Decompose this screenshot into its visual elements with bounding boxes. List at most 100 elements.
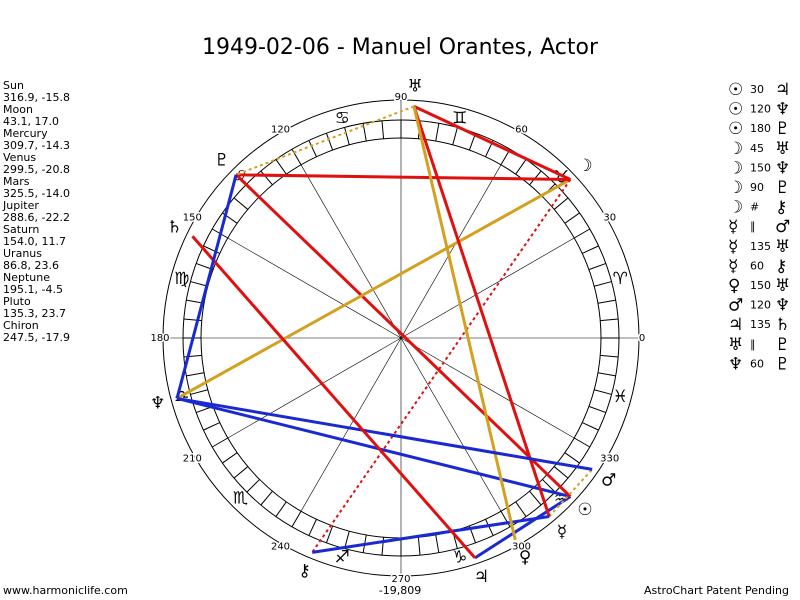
planet-longitude: 316.9 <box>3 91 35 104</box>
degree-label: 300 <box>512 542 531 553</box>
separator: , <box>35 187 42 200</box>
aspect-from: ☉ <box>728 119 743 139</box>
ring-tick <box>485 519 494 536</box>
ring-tick <box>344 531 350 549</box>
ring-tick <box>260 170 273 186</box>
planet-coords: 43.1, 17.0 <box>3 115 59 128</box>
ring-tick <box>190 281 208 287</box>
aspect-line <box>235 173 572 498</box>
planet-glyph: ♃ <box>474 567 489 587</box>
aspect-line <box>548 468 593 518</box>
aspect-type: 60 <box>750 259 764 272</box>
ring-tick <box>452 127 458 145</box>
separator: , <box>35 235 42 248</box>
aspect-to: ♆ <box>775 100 790 120</box>
planet-coords: 195.1, -4.5 <box>3 283 63 296</box>
ring-tick <box>500 510 511 528</box>
degree-label: 150 <box>183 213 202 224</box>
separator: , <box>35 211 42 224</box>
ring-tick <box>233 466 249 479</box>
ring-tick <box>542 479 556 493</box>
aspect-to: ⚷ <box>775 198 787 218</box>
ring-tick <box>381 120 385 139</box>
ring-tick <box>597 299 616 304</box>
separator: , <box>28 115 35 128</box>
planet-coords: 309.7, -14.3 <box>3 139 70 152</box>
ring-tick <box>417 537 421 556</box>
planet-declination: -17.9 <box>42 331 70 344</box>
zodiac-sign: ♐ <box>335 547 350 567</box>
planet-glyph: ♆ <box>150 394 165 414</box>
degree-label: 60 <box>515 124 528 135</box>
separator: , <box>35 139 42 152</box>
ring-tick <box>260 490 273 506</box>
planet-name: Moon <box>3 103 33 116</box>
degree-label: 330 <box>600 454 619 465</box>
ring-tick <box>381 537 385 556</box>
planet-name: Saturn <box>3 223 39 236</box>
aspect-type: 135 <box>750 240 771 253</box>
aspect-line <box>412 105 551 517</box>
planet-longitude: 135.3 <box>3 307 35 320</box>
ring-tick <box>564 452 580 464</box>
chart-title: 1949-02-06 - Manuel Orantes, Actor <box>202 35 599 60</box>
footer-right: AstroChart Patent Pending <box>644 584 789 597</box>
aspect-type: 135 <box>750 318 771 331</box>
aspect-line <box>235 105 415 176</box>
degree-label: 180 <box>150 333 169 344</box>
ring-tick <box>275 501 287 517</box>
planet-coords: 86.8, 23.6 <box>3 259 59 272</box>
ring-tick <box>186 372 205 377</box>
ring-tick <box>233 197 249 210</box>
ring-tick <box>190 389 208 395</box>
planet-name: Sun <box>3 79 24 92</box>
aspect-from: ☽ <box>728 158 743 178</box>
planet-coords: 316.9, -15.8 <box>3 91 70 104</box>
separator: , <box>35 283 42 296</box>
planet-declination: 23.7 <box>42 307 67 320</box>
aspect-from: ☉ <box>728 100 743 120</box>
ring-tick <box>515 501 527 517</box>
ring-tick <box>564 212 580 224</box>
zodiac-sign: ♑ <box>452 547 467 567</box>
aspect-to: ♅ <box>775 237 790 257</box>
ring-tick <box>291 510 302 528</box>
aspect-from: ☿ <box>728 217 738 237</box>
planet-longitude: 195.1 <box>3 283 35 296</box>
ring-tick <box>515 159 527 175</box>
planet-longitude: 247.5 <box>3 331 35 344</box>
aspect-type: 60 <box>750 357 764 370</box>
aspect-line <box>191 235 477 559</box>
aspect-line <box>236 173 571 181</box>
planet-declination: 23.6 <box>35 259 60 272</box>
planet-declination: -4.5 <box>42 283 63 296</box>
ring-tick <box>308 519 317 536</box>
aspect-type: 45 <box>750 142 764 155</box>
ring-tick <box>600 318 619 322</box>
ring-tick <box>588 405 607 414</box>
separator: , <box>35 91 42 104</box>
aspect-type: ∥ <box>750 338 756 351</box>
ring-tick <box>246 479 260 493</box>
planet-name: Mercury <box>3 127 48 140</box>
aspect-to: ♆ <box>775 158 790 178</box>
ring-tick <box>211 437 229 448</box>
separator: , <box>35 163 42 176</box>
aspect-to: ♇ <box>775 335 790 355</box>
ring-tick <box>588 262 607 271</box>
aspect-line <box>413 105 572 181</box>
planet-longitude: 299.5 <box>3 163 35 176</box>
planet-coords: 325.5, -14.0 <box>3 187 70 200</box>
planet-declination: -15.8 <box>42 91 70 104</box>
planet-glyph: ♂ <box>601 471 616 491</box>
ring-tick <box>325 132 334 151</box>
planet-glyph: ☿ <box>557 522 567 542</box>
ring-tick <box>308 140 317 157</box>
zodiac-sign: ♏ <box>233 489 248 509</box>
ring-tick <box>573 437 591 448</box>
planet-glyph: ☉ <box>577 500 592 520</box>
aspect-type: # <box>750 201 759 214</box>
planet-declination: -22.2 <box>42 211 70 224</box>
aspect-from: ♆ <box>728 354 743 374</box>
